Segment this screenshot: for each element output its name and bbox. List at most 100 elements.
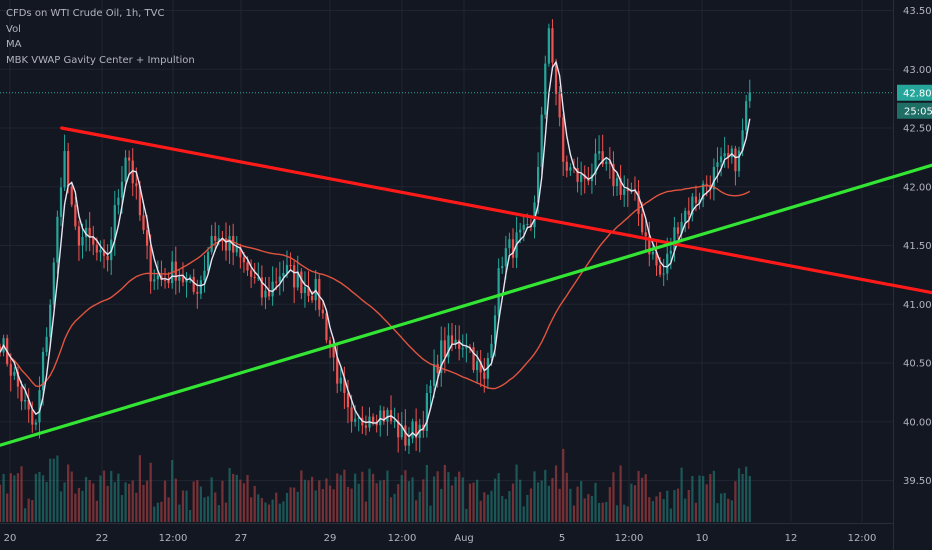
candle-body	[655, 251, 658, 266]
volume-bar	[705, 484, 708, 522]
x-tick-label: 12:00	[388, 533, 417, 544]
volume-bar	[536, 482, 540, 522]
volume-bar	[31, 500, 34, 522]
volume-bar	[56, 455, 59, 522]
volume-bar	[605, 501, 608, 522]
volume-bar	[332, 489, 335, 522]
candle-body	[88, 227, 91, 238]
candle-body	[450, 335, 454, 345]
volume-bar	[429, 505, 432, 522]
volume-bar	[214, 492, 217, 522]
volume-bar	[547, 485, 550, 522]
volume-bar	[465, 508, 468, 522]
candle-body	[210, 236, 213, 252]
legend-volume[interactable]: Vol	[6, 23, 21, 35]
candle-body	[271, 281, 274, 297]
candle-body	[497, 268, 500, 316]
candle-body	[156, 275, 159, 280]
candle-body	[393, 420, 396, 422]
volume-bar	[74, 493, 77, 522]
volume-bar	[712, 470, 715, 522]
volume-bar	[504, 499, 507, 522]
y-tick-label: 42.00	[903, 182, 932, 193]
candle-body	[185, 278, 188, 283]
y-tick-label: 41.50	[903, 241, 932, 252]
candle-body	[350, 407, 353, 422]
candle-body	[407, 438, 411, 446]
volume-bar	[171, 460, 174, 522]
candle-body	[411, 421, 414, 439]
candle-body	[153, 279, 156, 282]
volume-bar	[271, 499, 274, 522]
volume-bar	[300, 470, 303, 522]
volume-bar	[59, 491, 63, 522]
volume-bar	[145, 480, 149, 522]
chart-title[interactable]: CFDs on WTI Crude Oil, 1h, TVC	[6, 8, 165, 19]
candle-body	[77, 226, 81, 246]
current-price-badge	[897, 84, 932, 101]
candle-body	[748, 92, 751, 102]
volume-bar	[142, 484, 145, 522]
candle-body	[382, 410, 385, 422]
legend-moving-average[interactable]: MA	[6, 39, 22, 50]
candle-body	[102, 249, 106, 256]
volume-bar	[156, 502, 159, 522]
x-tick-label: 12	[785, 533, 798, 544]
candle-body	[547, 28, 550, 64]
volume-bar	[730, 500, 733, 522]
candle-body	[676, 227, 680, 234]
candle-body	[203, 270, 206, 281]
volume-bar	[84, 477, 88, 522]
candle-body	[357, 417, 360, 419]
slow-moving-average-line	[0, 184, 751, 390]
candle-body	[63, 150, 66, 188]
candle-body	[483, 372, 486, 379]
candle-body	[293, 265, 296, 288]
candle-body	[181, 276, 185, 283]
volume-bar	[425, 464, 429, 522]
candle-body	[447, 335, 450, 358]
volume-bar	[633, 485, 637, 522]
candle-body	[31, 409, 34, 425]
volume-bars	[0, 448, 751, 522]
candle-body	[662, 273, 665, 275]
candle-body	[128, 157, 131, 161]
x-tick-label: 10	[696, 533, 709, 544]
volume-bar	[339, 475, 342, 522]
volume-bar	[92, 483, 95, 522]
volume-bar	[676, 488, 680, 522]
candle-body	[644, 232, 647, 237]
volume-bar	[493, 478, 497, 522]
candle-body	[336, 357, 339, 384]
candle-body	[16, 371, 20, 387]
volume-bar	[185, 490, 188, 522]
volume-bar	[468, 483, 472, 522]
volume-bar	[318, 480, 321, 522]
candle-body	[687, 210, 690, 215]
y-tick-label: 41.00	[903, 300, 932, 311]
volume-bar	[569, 488, 572, 522]
candle-body	[192, 276, 195, 292]
volume-bar	[386, 470, 389, 522]
candle-body	[52, 262, 55, 305]
countdown-label: 25:05	[904, 106, 932, 117]
legend-vwap-indicator[interactable]: MBK VWAP Gavity Center + Impultion	[6, 54, 195, 66]
candle-body	[400, 425, 403, 438]
candle-body	[41, 351, 45, 391]
volume-bar	[199, 486, 203, 522]
volume-bar	[149, 462, 152, 522]
candle-body	[727, 153, 730, 158]
volume-bar	[709, 474, 712, 522]
y-tick-label: 43.50	[903, 6, 932, 17]
volume-bar	[278, 503, 281, 522]
candle-body	[235, 246, 238, 253]
volume-bar	[368, 468, 371, 522]
candle-body	[117, 197, 120, 206]
candle-body	[92, 237, 95, 245]
candle-body	[196, 291, 199, 294]
volume-bar	[554, 465, 558, 522]
volume-bar	[447, 472, 450, 522]
candle-body	[167, 280, 170, 284]
